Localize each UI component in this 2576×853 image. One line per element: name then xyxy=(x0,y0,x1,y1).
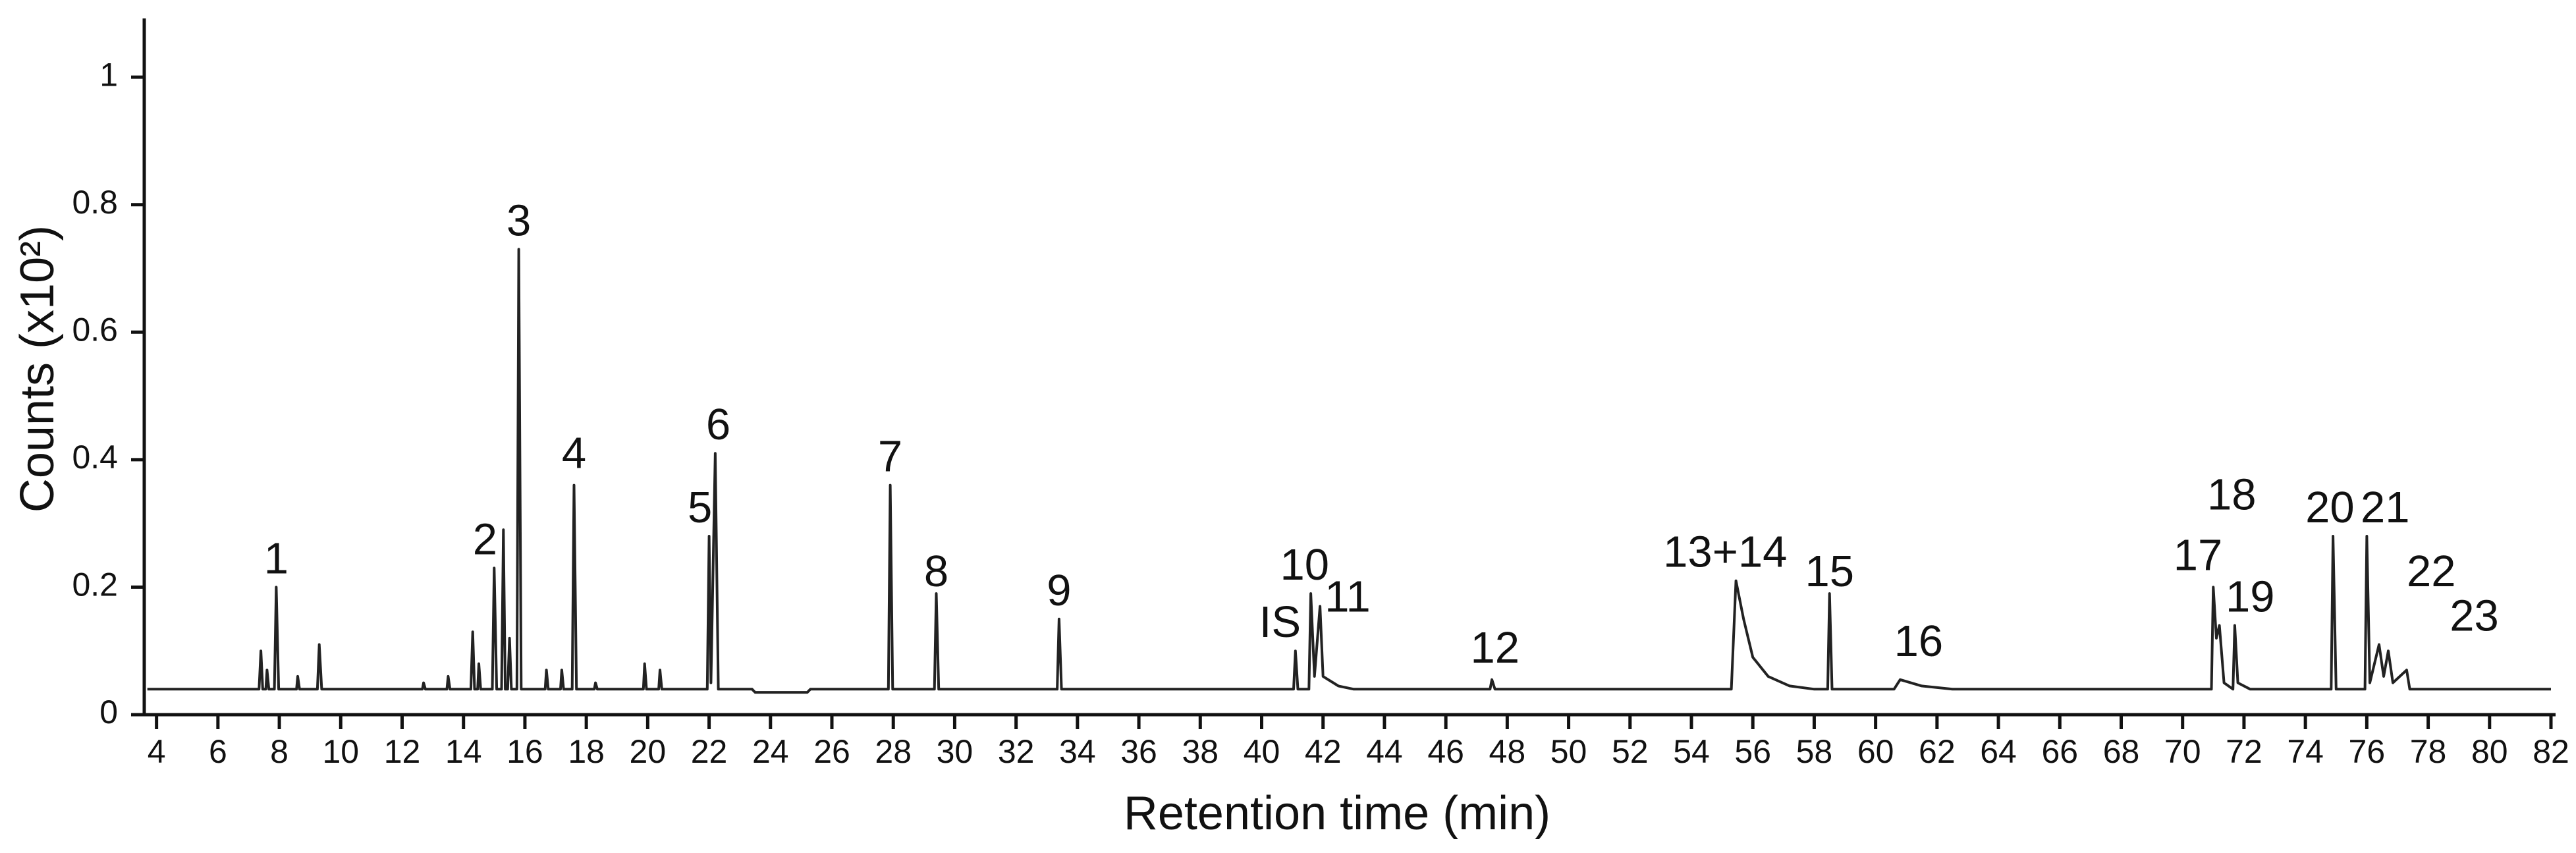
peak-label: 13+14 xyxy=(1663,528,1787,577)
peak-label: IS xyxy=(1259,597,1301,647)
x-tick-label: 66 xyxy=(2041,733,2078,770)
x-tick-label: 56 xyxy=(1734,733,1771,770)
peak-label: 5 xyxy=(688,483,712,532)
x-tick-label: 32 xyxy=(998,733,1035,770)
x-tick-label: 70 xyxy=(2164,733,2201,770)
x-tick-label: 38 xyxy=(1182,733,1219,770)
x-tick-label: 20 xyxy=(630,733,667,770)
peak-label: 18 xyxy=(2207,470,2257,520)
peak-label: 7 xyxy=(878,432,902,482)
peak-label: 15 xyxy=(1805,547,1854,596)
x-tick-label: 40 xyxy=(1244,733,1280,770)
x-tick-label: 6 xyxy=(209,733,227,770)
peak-label: 12 xyxy=(1470,623,1520,673)
x-tick-label: 80 xyxy=(2471,733,2508,770)
x-tick-label: 10 xyxy=(322,733,359,770)
peak-label: 1 xyxy=(264,534,288,583)
y-tick-label: 1 xyxy=(99,56,118,93)
y-axis-title: Counts (x10²) xyxy=(11,225,64,512)
y-tick-label: 0 xyxy=(99,694,118,730)
x-tick-label: 72 xyxy=(2226,733,2262,770)
x-tick-label: 46 xyxy=(1427,733,1464,770)
x-tick-label: 78 xyxy=(2410,733,2447,770)
y-tick-label: 0.4 xyxy=(72,439,118,476)
x-tick-label: 42 xyxy=(1305,733,1342,770)
x-tick-label: 28 xyxy=(875,733,912,770)
peak-label: 22 xyxy=(2407,547,2456,596)
y-tick-label: 0.6 xyxy=(72,311,118,348)
x-tick-label: 48 xyxy=(1489,733,1526,770)
y-tick-label: 0.2 xyxy=(72,566,118,603)
peak-label: 11 xyxy=(1325,572,1371,621)
peak-label: 23 xyxy=(2450,592,2499,641)
x-tick-label: 24 xyxy=(752,733,789,770)
trace xyxy=(147,248,2551,694)
x-tick-label: 26 xyxy=(813,733,850,770)
x-tick-label: 18 xyxy=(568,733,605,770)
x-tick-label: 22 xyxy=(691,733,728,770)
peak-label: 9 xyxy=(1047,566,1071,615)
x-tick-label: 50 xyxy=(1550,733,1587,770)
peak-label: 21 xyxy=(2361,483,2410,532)
x-tick-label: 62 xyxy=(1919,733,1956,770)
peak-label: 17 xyxy=(2174,531,2223,580)
x-tick-label: 54 xyxy=(1673,733,1710,770)
peak-label: 3 xyxy=(507,196,531,245)
x-tick-label: 52 xyxy=(1612,733,1649,770)
x-tick-label: 76 xyxy=(2349,733,2386,770)
x-tick-label: 58 xyxy=(1796,733,1833,770)
x-tick-label: 8 xyxy=(270,733,288,770)
x-tick-label: 82 xyxy=(2533,733,2569,770)
peak-label: 4 xyxy=(562,429,586,478)
peak-label: 16 xyxy=(1894,617,1944,666)
peak-label: 20 xyxy=(2305,483,2355,532)
x-tick-label: 34 xyxy=(1059,733,1096,770)
x-tick-label: 60 xyxy=(1857,733,1894,770)
x-tick-label: 68 xyxy=(2103,733,2140,770)
peak-label: 2 xyxy=(473,514,497,564)
x-tick-label: 64 xyxy=(1980,733,2017,770)
x-tick-label: 14 xyxy=(445,733,482,770)
peak-label: 10 xyxy=(1280,540,1329,590)
x-axis-title: Retention time (min) xyxy=(1124,787,1550,840)
y-tick-label: 0.8 xyxy=(72,184,118,221)
x-tick-label: 44 xyxy=(1366,733,1403,770)
x-tick-label: 4 xyxy=(148,733,166,770)
peak-label: 19 xyxy=(2226,572,2275,621)
peak-label: 6 xyxy=(706,400,730,449)
peak-label: 8 xyxy=(924,547,948,596)
x-tick-label: 74 xyxy=(2287,733,2324,770)
x-tick-label: 12 xyxy=(384,733,421,770)
x-tick-label: 36 xyxy=(1120,733,1157,770)
x-tick-label: 16 xyxy=(507,733,543,770)
x-tick-label: 30 xyxy=(937,733,973,770)
